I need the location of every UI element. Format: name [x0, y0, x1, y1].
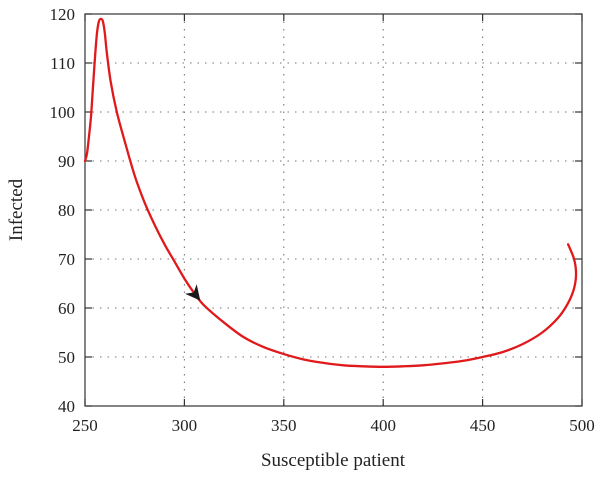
y-tick-label: 40: [58, 397, 75, 416]
x-tick-label: 500: [569, 416, 595, 435]
y-axis-label: Infected: [6, 178, 27, 241]
y-tick-label: 120: [50, 5, 76, 24]
y-tick-label: 60: [58, 299, 75, 318]
y-tick-label: 90: [58, 152, 75, 171]
x-tick-label: 450: [470, 416, 496, 435]
y-tick-label: 70: [58, 250, 75, 269]
y-tick-label: 100: [50, 103, 76, 122]
y-tick-label: 110: [50, 54, 75, 73]
trajectory-line: [83, 17, 578, 368]
x-tick-label: 350: [271, 416, 297, 435]
plot-frame: [84, 13, 583, 407]
x-tick-labels: 250 300 350 400 450 500: [72, 416, 595, 435]
annotations: [185, 284, 201, 301]
grid: [85, 14, 582, 406]
y-tick-label: 50: [58, 348, 75, 367]
y-tick-label: 80: [58, 201, 75, 220]
y-tick-labels: 40 50 60 70 80 90 100 110 120: [50, 5, 76, 416]
x-tick-label: 400: [370, 416, 396, 435]
x-tick-label: 250: [72, 416, 98, 435]
x-axis-label: Susceptible patient: [261, 450, 406, 471]
direction-arrow: [185, 284, 201, 301]
x-tick-label: 300: [172, 416, 198, 435]
